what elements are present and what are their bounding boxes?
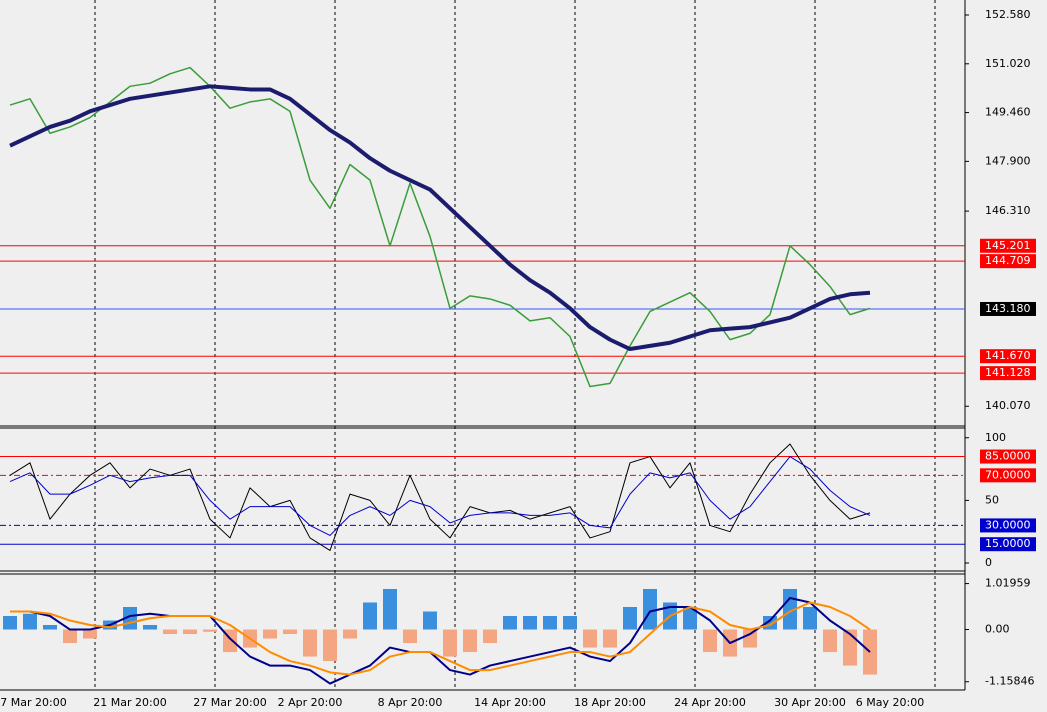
y-tick-label: 140.070: [985, 399, 1031, 412]
histogram-bar: [743, 629, 757, 648]
series-line: [9, 456, 871, 536]
series-line: [10, 601, 871, 676]
level-label-box: [980, 366, 1036, 381]
time-grid: [94, 0, 936, 690]
histogram-bar: [503, 616, 517, 630]
y-tick-label: 50: [985, 493, 999, 506]
histogram-bar: [343, 629, 357, 639]
level-label-box: [980, 349, 1036, 364]
histogram-bar: [423, 611, 437, 630]
histogram-bar: [523, 616, 537, 630]
x-tick-label: 24 Apr 20:00: [674, 696, 746, 709]
level-label: 85.0000: [985, 450, 1031, 463]
histogram-bar: [383, 588, 397, 630]
histogram-bar: [643, 588, 657, 630]
x-tick-label: 30 Apr 20:00: [774, 696, 846, 709]
level-label: 143.180: [985, 302, 1031, 315]
histogram-bar: [43, 625, 57, 630]
histogram-bar: [563, 616, 577, 630]
x-tick-label: 27 Mar 20:00: [193, 696, 266, 709]
series-line: [10, 596, 871, 685]
level-label-box: [980, 301, 1036, 316]
level-label-box: [980, 537, 1036, 552]
histogram-bar: [363, 602, 377, 630]
y-tick-label: 151.020: [985, 57, 1031, 70]
histogram-bar: [63, 629, 77, 644]
histogram-bar: [823, 629, 837, 653]
histogram-bar: [543, 616, 557, 630]
histogram-bar: [203, 629, 217, 632]
level-label-box: [980, 468, 1036, 483]
level-label: 145.201: [985, 239, 1031, 252]
histogram-bar: [83, 629, 97, 639]
level-label: 70.0000: [985, 468, 1031, 481]
series-line: [9, 84, 871, 352]
level-label: 30.0000: [985, 518, 1031, 531]
level-label-box: [980, 518, 1036, 533]
x-tick-label: 6 May 20:00: [856, 696, 924, 709]
histogram-bar: [183, 629, 197, 635]
y-tick-label: -1.15846: [985, 675, 1034, 688]
histogram-bar: [323, 629, 337, 662]
series-line: [9, 66, 871, 388]
x-tick-label: 21 Mar 20:00: [93, 696, 166, 709]
x-tick-label: 17 Mar 20:00: [0, 696, 67, 709]
x-tick-label: 18 Apr 20:00: [574, 696, 646, 709]
level-label: 141.670: [985, 349, 1031, 362]
histogram-bar: [3, 616, 17, 630]
y-tick-label: 149.460: [985, 106, 1031, 119]
y-tick-label: 0: [985, 556, 992, 569]
x-tick-label: 14 Apr 20:00: [474, 696, 546, 709]
histogram-bar: [703, 629, 717, 653]
histogram-bar: [263, 629, 277, 639]
y-tick-label: 152.580: [985, 8, 1031, 21]
y-tick-label: 146.310: [985, 204, 1031, 217]
y-tick-label: 0.00: [985, 623, 1010, 636]
x-tick-label: 2 Apr 20:00: [278, 696, 343, 709]
histogram-bar: [23, 613, 37, 630]
histogram-bar: [403, 629, 417, 644]
histogram-bar: [483, 629, 497, 644]
histogram-bar: [303, 629, 317, 657]
level-label-box: [980, 238, 1036, 253]
series-line: [9, 443, 871, 551]
histogram-bar: [443, 629, 457, 657]
y-tick-label: 147.900: [985, 154, 1031, 167]
histogram-bar: [803, 606, 817, 630]
histogram-bar: [463, 629, 477, 653]
level-label: 15.0000: [985, 537, 1031, 550]
histogram-bar: [283, 629, 297, 635]
y-tick-label: 100: [985, 431, 1006, 444]
level-label: 144.709: [985, 254, 1031, 267]
level-label: 141.128: [985, 366, 1031, 379]
histogram-bar: [843, 629, 857, 666]
histogram-bar: [143, 625, 157, 630]
histogram-bar: [683, 606, 697, 630]
histogram-bar: [583, 629, 597, 648]
histogram-bar: [163, 629, 177, 635]
x-tick-label: 8 Apr 20:00: [378, 696, 443, 709]
histogram-bar: [603, 629, 617, 648]
histogram-bar: [623, 606, 637, 630]
level-label-box: [980, 449, 1036, 464]
pane-frames: [0, 0, 966, 691]
y-tick-label: 1.01959: [985, 577, 1031, 590]
level-label-box: [980, 254, 1036, 269]
